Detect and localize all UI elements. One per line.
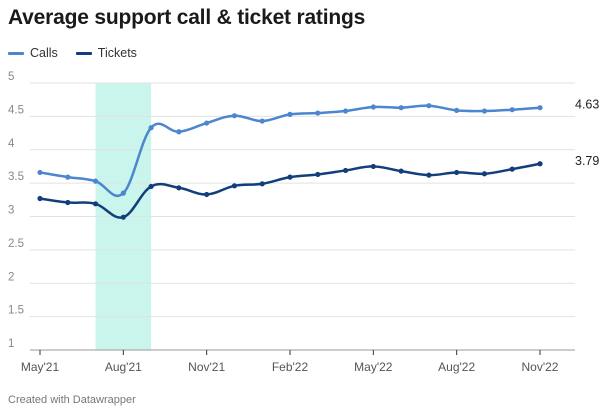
data-point-calls xyxy=(287,111,293,117)
data-point-tickets xyxy=(148,183,154,190)
x-tick-label: Feb'22 xyxy=(272,360,309,374)
data-point-calls xyxy=(342,108,349,114)
legend: Calls Tickets xyxy=(8,46,137,60)
data-point-tickets xyxy=(342,167,349,174)
data-point-calls xyxy=(370,104,376,110)
data-point-tickets xyxy=(315,171,321,178)
data-point-tickets xyxy=(37,195,43,202)
legend-item-calls: Calls xyxy=(8,46,58,60)
legend-swatch-calls xyxy=(8,51,24,55)
data-point-tickets xyxy=(370,163,376,170)
data-point-tickets xyxy=(259,181,265,187)
y-tick-label: 2.5 xyxy=(8,238,24,250)
end-label-tickets: 3.79 xyxy=(575,154,599,168)
data-point-tickets xyxy=(92,201,99,207)
data-point-tickets xyxy=(537,161,543,167)
data-point-tickets xyxy=(426,172,432,178)
data-point-calls xyxy=(481,108,488,114)
data-point-tickets xyxy=(204,191,210,198)
y-tick-label: 4 xyxy=(8,138,15,150)
data-point-calls xyxy=(259,118,265,124)
data-point-calls xyxy=(92,178,99,184)
x-tick-label: Nov'22 xyxy=(522,360,559,374)
data-point-calls xyxy=(65,174,71,180)
data-point-tickets xyxy=(481,171,488,177)
data-point-tickets xyxy=(65,199,71,206)
x-tick-label: Nov'21 xyxy=(188,360,225,374)
data-point-calls xyxy=(454,107,460,113)
data-point-calls xyxy=(231,113,238,119)
end-label-calls: 4.63 xyxy=(575,98,599,112)
data-point-calls xyxy=(537,105,543,111)
line-chart: 1 1.5 2 2.5 3 3.5 4 4.5 5 May'21 Aug'21 Nov'21 Feb'2… xyxy=(8,71,599,374)
legend-item-tickets: Tickets xyxy=(75,46,137,60)
data-point-calls xyxy=(315,110,321,116)
x-tick-label: Aug'22 xyxy=(438,360,475,374)
x-tick-label: Aug'21 xyxy=(105,360,142,374)
data-point-calls xyxy=(176,129,182,135)
legend-label-tickets: Tickets xyxy=(97,46,137,60)
y-tick-label: 2 xyxy=(8,271,14,283)
data-point-calls xyxy=(509,107,515,113)
legend-label-calls: Calls xyxy=(30,46,58,60)
data-point-tickets xyxy=(120,214,126,220)
footer-credit: Created with Datawrapper xyxy=(8,394,136,406)
y-tick-label: 5 xyxy=(8,71,14,83)
legend-swatch-tickets xyxy=(75,51,92,55)
data-point-tickets xyxy=(398,168,404,174)
y-tick-label: 1 xyxy=(8,338,14,350)
data-point-calls xyxy=(120,190,126,196)
data-point-calls xyxy=(426,103,432,109)
chart-title: Average support call & ticket ratings xyxy=(8,6,366,29)
data-point-tickets xyxy=(454,169,460,176)
data-point-tickets xyxy=(176,185,182,191)
data-point-calls xyxy=(398,105,404,111)
data-point-tickets xyxy=(287,174,293,180)
data-point-calls xyxy=(148,125,154,131)
data-point-tickets xyxy=(509,166,515,172)
y-tick-label: 3.5 xyxy=(8,171,24,183)
y-tick-label: 1.5 xyxy=(8,305,24,317)
y-tick-label: 3 xyxy=(8,205,14,217)
y-tick-label: 4.5 xyxy=(8,104,24,116)
data-point-calls xyxy=(204,120,210,126)
x-tick-label: May'21 xyxy=(21,360,60,374)
data-point-tickets xyxy=(231,183,238,189)
x-tick-label: May'22 xyxy=(354,360,393,374)
data-point-calls xyxy=(37,169,43,176)
